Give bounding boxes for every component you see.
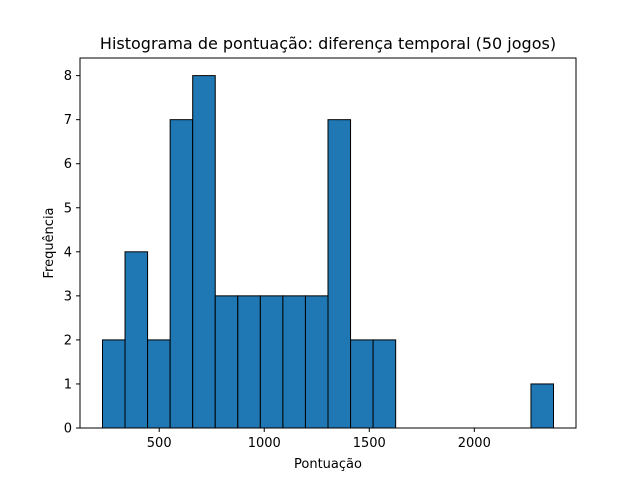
x-tick-label: 1000 (248, 436, 281, 451)
plot-frame (79, 57, 577, 429)
y-tick-label: 6 (64, 157, 72, 172)
histogram-bar (530, 383, 555, 429)
histogram-bar (101, 339, 126, 429)
histogram-bar (124, 251, 149, 429)
histogram-bar (259, 295, 284, 429)
y-tick-label: 0 (64, 422, 72, 437)
histogram-bar (350, 339, 374, 429)
y-tick-label: 4 (64, 245, 72, 260)
y-tick-label: 3 (64, 289, 72, 304)
y-axis-label: Frequência (42, 207, 57, 278)
y-axis-ticks: 0 1 2 3 4 5 6 7 8 (64, 69, 80, 437)
x-axis-label: Pontuação (294, 457, 362, 472)
bars-group (101, 75, 555, 429)
histogram-bar (147, 339, 171, 429)
chart-title: Histograma de pontuação: diferença tempo… (100, 34, 556, 53)
histogram-bar (169, 119, 194, 429)
histogram-bar (282, 295, 306, 429)
y-tick-label: 1 (64, 377, 72, 392)
x-axis-ticks: 500 1000 1500 2000 (147, 428, 491, 451)
y-tick-label: 7 (64, 113, 72, 128)
histogram-bar (237, 295, 261, 429)
histogram-bar (214, 295, 239, 429)
y-tick-label: 2 (64, 333, 72, 348)
histogram-bar (304, 295, 329, 429)
x-tick-label: 500 (147, 436, 172, 451)
x-tick-label: 2000 (458, 436, 491, 451)
histogram-bar (192, 75, 216, 429)
histogram-bar (372, 339, 397, 429)
histogram-bar (327, 119, 352, 429)
x-tick-label: 1500 (353, 436, 386, 451)
y-tick-label: 5 (64, 201, 72, 216)
y-tick-label: 8 (64, 69, 72, 84)
